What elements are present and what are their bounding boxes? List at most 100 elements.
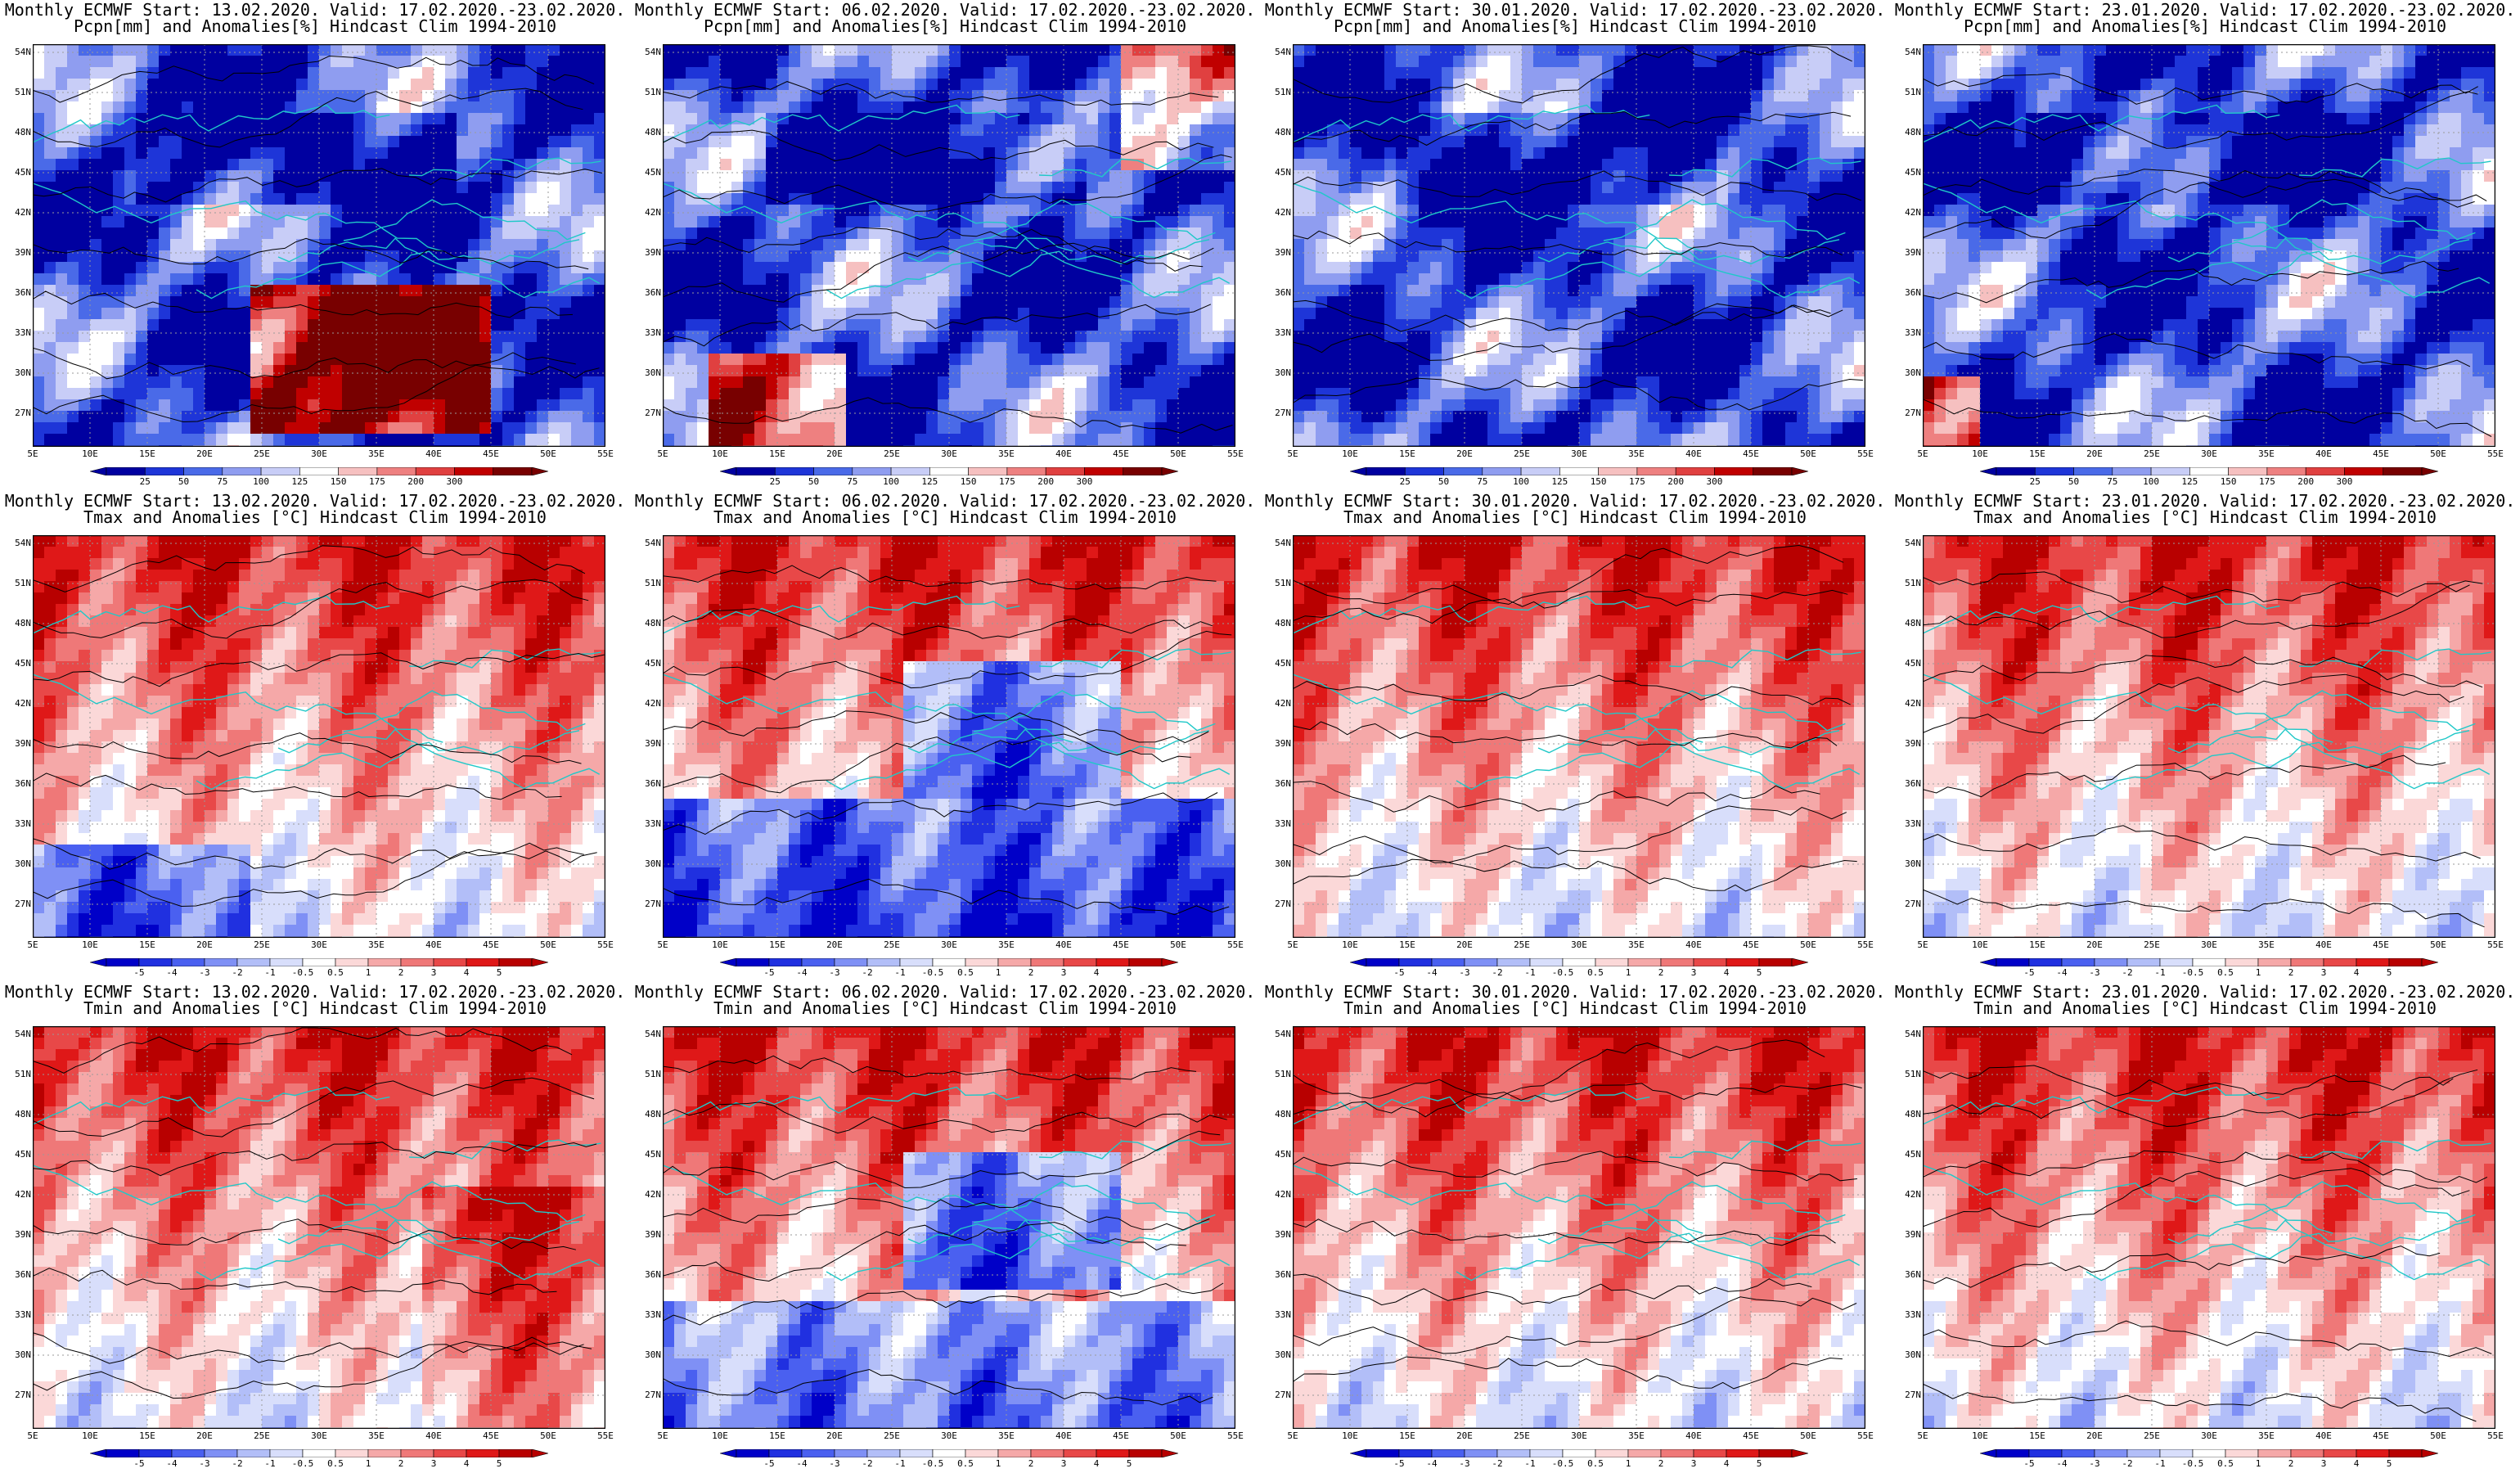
longitude-label: 45E bbox=[1105, 1430, 1137, 1441]
colorbar-tick-label: 0.5 bbox=[1579, 967, 1612, 978]
longitude-label: 45E bbox=[1735, 448, 1767, 459]
latitude-label: 39N bbox=[1893, 1229, 1921, 1240]
latitude-label: 45N bbox=[633, 658, 661, 669]
latitude-label: 42N bbox=[3, 698, 31, 709]
colorbar-tick-label: 0.5 bbox=[949, 1458, 982, 1469]
colorbar-tick-label: 50 bbox=[168, 476, 200, 487]
panel-title-start-date: Monthly ECMWF Start: 23.01.2020. Valid: … bbox=[1890, 984, 2520, 1000]
longitude-label: 25E bbox=[2135, 939, 2168, 950]
colorbar-tick-label: -5 bbox=[2013, 967, 2045, 978]
colorbar-tick-label: 2 bbox=[1645, 967, 1677, 978]
latitude-label: 54N bbox=[1263, 1029, 1291, 1039]
longitude-label: 20E bbox=[2078, 939, 2111, 950]
longitude-label: 50E bbox=[1162, 1430, 1195, 1441]
colorbar-tick-label: 25 bbox=[758, 476, 791, 487]
latitude-label: 54N bbox=[1893, 538, 1921, 548]
latitude-label: 54N bbox=[3, 47, 31, 57]
longitude-label: 25E bbox=[1505, 939, 1538, 950]
latitude-label: 51N bbox=[1893, 1069, 1921, 1079]
latitude-label: 39N bbox=[3, 1229, 31, 1240]
map-canvas bbox=[1923, 1026, 2495, 1429]
longitude-label: 25E bbox=[875, 1430, 908, 1441]
longitude-label: 55E bbox=[2479, 448, 2512, 459]
colorbar-tick-label: 125 bbox=[913, 476, 946, 487]
colorbar-tick-label: -0.5 bbox=[1546, 967, 1579, 978]
colorbar bbox=[89, 956, 549, 967]
colorbar-tick-label: 3 bbox=[1677, 1458, 1710, 1469]
colorbar-tick-label: -3 bbox=[188, 967, 221, 978]
longitude-label: 10E bbox=[1964, 448, 1996, 459]
latitude-label: 39N bbox=[1263, 738, 1291, 749]
longitude-label: 35E bbox=[990, 939, 1023, 950]
panel-title-variable: Tmin and Anomalies [°C] Hindcast Clim 19… bbox=[0, 1000, 630, 1016]
colorbar-tick-label: 4 bbox=[1710, 1458, 1743, 1469]
panel-title-variable: Tmax and Anomalies [°C] Hindcast Clim 19… bbox=[1890, 509, 2520, 525]
map-canvas bbox=[663, 1026, 1235, 1429]
latitude-label: 42N bbox=[1263, 1189, 1291, 1200]
latitude-label: 33N bbox=[633, 1309, 661, 1320]
latitude-label: 30N bbox=[1893, 858, 1921, 869]
latitude-label: 54N bbox=[1893, 1029, 1921, 1039]
longitude-label: 15E bbox=[1391, 1430, 1424, 1441]
latitude-label: 42N bbox=[633, 1189, 661, 1200]
panel-title-start-date: Monthly ECMWF Start: 30.01.2020. Valid: … bbox=[1260, 984, 1890, 1000]
latitude-label: 45N bbox=[633, 167, 661, 178]
longitude-label: 20E bbox=[818, 939, 851, 950]
map-canvas bbox=[1923, 44, 2495, 447]
colorbar-tick-label: 3 bbox=[1047, 1458, 1080, 1469]
longitude-label: 55E bbox=[589, 939, 622, 950]
colorbar-tick-label: 200 bbox=[1659, 476, 1692, 487]
colorbar-tick-label: -5 bbox=[753, 1458, 785, 1469]
colorbar bbox=[1349, 956, 1809, 967]
colorbar-tick-label: -3 bbox=[2078, 1458, 2111, 1469]
colorbar-tick-label: 3 bbox=[1047, 967, 1080, 978]
colorbar-tick-label: 300 bbox=[1068, 476, 1100, 487]
colorbar-tick-label: 150 bbox=[2212, 476, 2245, 487]
latitude-label: 45N bbox=[3, 658, 31, 669]
latitude-label: 51N bbox=[1263, 87, 1291, 97]
colorbar bbox=[719, 465, 1179, 476]
latitude-label: 27N bbox=[1893, 408, 1921, 418]
latitude-label: 45N bbox=[1893, 658, 1921, 669]
colorbar-tick-label: 200 bbox=[1029, 476, 1062, 487]
colorbar-tick-label: 175 bbox=[1621, 476, 1654, 487]
colorbar-tick-label: -0.5 bbox=[286, 1458, 319, 1469]
longitude-label: 30E bbox=[933, 448, 965, 459]
map-panel: Monthly ECMWF Start: 23.01.2020. Valid: … bbox=[1890, 982, 2520, 1473]
latitude-label: 39N bbox=[1893, 738, 1921, 749]
longitude-label: 30E bbox=[1563, 448, 1595, 459]
longitude-label: 25E bbox=[2135, 1430, 2168, 1441]
latitude-label: 27N bbox=[3, 1390, 31, 1400]
longitude-label: 10E bbox=[1964, 939, 1996, 950]
longitude-label: 35E bbox=[360, 939, 393, 950]
map-canvas bbox=[1923, 535, 2495, 938]
latitude-label: 36N bbox=[633, 778, 661, 789]
colorbar-tick-label: 200 bbox=[399, 476, 432, 487]
latitude-label: 39N bbox=[633, 247, 661, 258]
colorbar-tick-label: -1 bbox=[884, 967, 916, 978]
latitude-label: 27N bbox=[633, 899, 661, 909]
latitude-label: 54N bbox=[3, 1029, 31, 1039]
colorbar-tick-label: -3 bbox=[2078, 967, 2111, 978]
anomaly-map bbox=[663, 44, 1235, 447]
latitude-label: 48N bbox=[3, 127, 31, 137]
colorbar-tick-label: -4 bbox=[2045, 1458, 2078, 1469]
latitude-label: 48N bbox=[3, 1109, 31, 1119]
longitude-label: 40E bbox=[417, 448, 450, 459]
colorbar-tick-label: -2 bbox=[221, 967, 254, 978]
latitude-label: 42N bbox=[633, 698, 661, 709]
colorbar-tick-label: 3 bbox=[2307, 967, 2340, 978]
longitude-label: 20E bbox=[1448, 448, 1481, 459]
longitude-label: 30E bbox=[933, 939, 965, 950]
longitude-label: 45E bbox=[2365, 448, 2397, 459]
colorbar-tick-label: 5 bbox=[1113, 967, 1145, 978]
longitude-label: 15E bbox=[131, 1430, 164, 1441]
colorbar bbox=[89, 465, 549, 476]
colorbar-tick-label: 100 bbox=[875, 476, 907, 487]
latitude-label: 51N bbox=[3, 87, 31, 97]
longitude-label: 40E bbox=[1047, 1430, 1080, 1441]
longitude-label: 15E bbox=[1391, 448, 1424, 459]
latitude-label: 51N bbox=[1893, 578, 1921, 588]
colorbar-tick-label: 50 bbox=[798, 476, 830, 487]
longitude-label: 15E bbox=[131, 448, 164, 459]
